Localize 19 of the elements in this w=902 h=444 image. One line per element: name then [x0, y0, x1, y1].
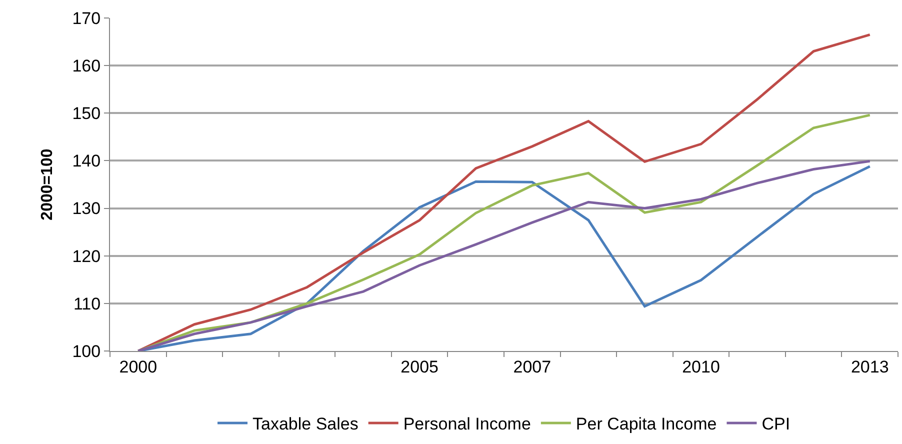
y-axis-title: 2000=100	[39, 148, 56, 220]
line-series	[136, 33, 872, 351]
y-tick-label: 170	[72, 8, 101, 28]
x-tick-label: 2000	[119, 357, 158, 376]
legend-label: Personal Income	[403, 414, 531, 434]
legend-label: CPI	[762, 414, 790, 434]
x-tick-label: 2005	[400, 357, 438, 376]
x-tick-label: 2007	[513, 357, 552, 376]
x-tick-label: 2013	[850, 357, 889, 376]
y-tick-label: 150	[72, 104, 101, 124]
legend-label: Taxable Sales	[252, 414, 358, 434]
y-tick-label: 140	[72, 152, 101, 171]
y-tick-label: 120	[72, 246, 101, 266]
y-tick-label: 110	[73, 294, 101, 314]
y-tick-label: 100	[72, 342, 101, 361]
legend-label: Per Capita Income	[576, 414, 717, 434]
y-tick-label: 160	[72, 56, 101, 76]
y-tick-label: 130	[72, 199, 101, 218]
x-tick-label: 2010	[682, 357, 720, 376]
